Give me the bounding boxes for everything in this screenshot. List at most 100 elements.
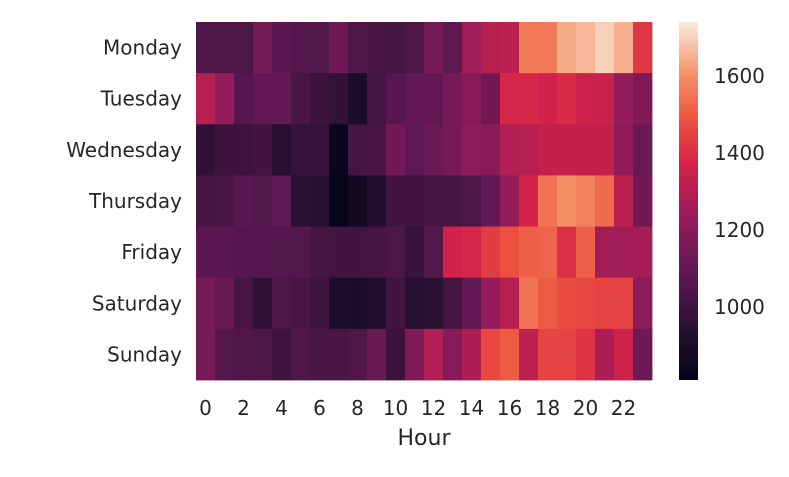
heatmap-cell bbox=[443, 328, 463, 381]
heatmap-cell bbox=[196, 175, 216, 227]
heatmap-cell bbox=[405, 73, 425, 125]
heatmap-cell bbox=[424, 277, 444, 330]
heatmap-cell bbox=[367, 277, 387, 330]
x-tick-label: 22 bbox=[611, 396, 636, 420]
row-labels: Monday Tuesday Wednesday Thursday Friday Satu… bbox=[66, 36, 182, 367]
heatmap-cell bbox=[443, 22, 463, 74]
heatmap-cell bbox=[481, 22, 501, 74]
heatmap-cell bbox=[462, 22, 482, 74]
heatmap-cell bbox=[234, 124, 254, 176]
heatmap-cell bbox=[443, 175, 463, 227]
colorbar-ticks: 1000 1200 1400 1600 bbox=[714, 64, 765, 319]
heatmap-cell bbox=[310, 175, 330, 227]
heatmap-cell bbox=[291, 226, 311, 279]
heatmap-cell bbox=[272, 277, 292, 330]
heatmap-cell bbox=[329, 73, 349, 125]
heatmap-cell bbox=[633, 328, 653, 381]
heatmap-cell bbox=[519, 175, 539, 227]
x-axis-label: Hour bbox=[398, 426, 452, 451]
heatmap-cell bbox=[196, 328, 216, 381]
heatmap-cell bbox=[519, 328, 539, 381]
colorbar-tick-label: 1000 bbox=[714, 295, 765, 319]
heatmap-cell bbox=[253, 328, 273, 381]
heatmap-cell bbox=[348, 277, 368, 330]
heatmap-cell bbox=[500, 277, 520, 330]
heatmap-cell bbox=[348, 328, 368, 381]
heatmap-cell bbox=[614, 175, 634, 227]
heatmap-cell bbox=[386, 328, 406, 381]
heatmap-cell bbox=[614, 277, 634, 330]
heatmap-cell bbox=[538, 22, 558, 74]
heatmap-cell bbox=[348, 124, 368, 176]
heatmap-cell bbox=[329, 277, 349, 330]
heatmap-cell bbox=[614, 124, 634, 176]
heatmap-cell bbox=[310, 328, 330, 381]
heatmap-cell bbox=[215, 226, 235, 279]
heatmap-cell bbox=[633, 277, 653, 330]
heatmap-cell bbox=[481, 328, 501, 381]
heatmap-cell bbox=[253, 124, 273, 176]
heatmap-cell bbox=[424, 73, 444, 125]
heatmap-cell bbox=[576, 328, 596, 381]
heatmap-cell bbox=[253, 73, 273, 125]
heatmap-cell bbox=[348, 22, 368, 74]
heatmap-cell bbox=[481, 73, 501, 125]
heatmap-cell bbox=[272, 22, 292, 74]
heatmap-cell bbox=[234, 277, 254, 330]
heatmap-cell bbox=[557, 73, 577, 125]
heatmap-cell bbox=[500, 175, 520, 227]
column-tick-labels: 0 2 4 6 8 10 12 14 16 18 20 22 bbox=[199, 396, 636, 420]
row-label: Wednesday bbox=[66, 138, 182, 162]
heatmap-cell bbox=[253, 226, 273, 279]
heatmap-cell bbox=[557, 175, 577, 227]
heatmap-cell bbox=[595, 328, 615, 381]
heatmap-cell bbox=[633, 226, 653, 279]
heatmap-cell bbox=[234, 175, 254, 227]
heatmap-cell bbox=[234, 22, 254, 74]
heatmap-cell bbox=[424, 124, 444, 176]
row-label: Tuesday bbox=[100, 87, 183, 111]
colorbar-tick-label: 1400 bbox=[714, 141, 765, 165]
heatmap-cell bbox=[215, 124, 235, 176]
heatmap-cell bbox=[234, 226, 254, 279]
heatmap-cell bbox=[272, 124, 292, 176]
heatmap-cell bbox=[196, 22, 216, 74]
heatmap-cell bbox=[557, 226, 577, 279]
heatmap-cell bbox=[576, 175, 596, 227]
x-tick-label: 16 bbox=[497, 396, 522, 420]
heatmap-cell bbox=[462, 73, 482, 125]
row-label: Saturday bbox=[92, 291, 182, 315]
heatmap-cell bbox=[500, 22, 520, 74]
heatmap-cell bbox=[595, 124, 615, 176]
heatmap-cell bbox=[595, 175, 615, 227]
heatmap-cell bbox=[329, 22, 349, 74]
heatmap-cell bbox=[443, 226, 463, 279]
heatmap-cell bbox=[576, 22, 596, 74]
x-tick-label: 20 bbox=[573, 396, 598, 420]
x-tick-label: 14 bbox=[459, 396, 484, 420]
heatmap-cell bbox=[538, 73, 558, 125]
heatmap-cell bbox=[367, 226, 387, 279]
heatmap-cell bbox=[234, 328, 254, 381]
heatmap-cell bbox=[443, 277, 463, 330]
heatmap-cell bbox=[196, 226, 216, 279]
heatmap-cell bbox=[253, 22, 273, 74]
heatmap-cell bbox=[386, 226, 406, 279]
heatmap-cell bbox=[633, 175, 653, 227]
heatmap-cell bbox=[424, 328, 444, 381]
heatmap-cell bbox=[481, 124, 501, 176]
heatmap-cell bbox=[310, 22, 330, 74]
heatmap-cell bbox=[462, 226, 482, 279]
heatmap-cell bbox=[481, 175, 501, 227]
heatmap-cell bbox=[405, 124, 425, 176]
heatmap-cell bbox=[367, 124, 387, 176]
heatmap-cell bbox=[291, 73, 311, 125]
heatmap-cell bbox=[386, 73, 406, 125]
heatmap-cell bbox=[291, 124, 311, 176]
heatmap-cell bbox=[519, 226, 539, 279]
heatmap-cell bbox=[500, 73, 520, 125]
heatmap-cell bbox=[272, 175, 292, 227]
heatmap-cell bbox=[405, 175, 425, 227]
